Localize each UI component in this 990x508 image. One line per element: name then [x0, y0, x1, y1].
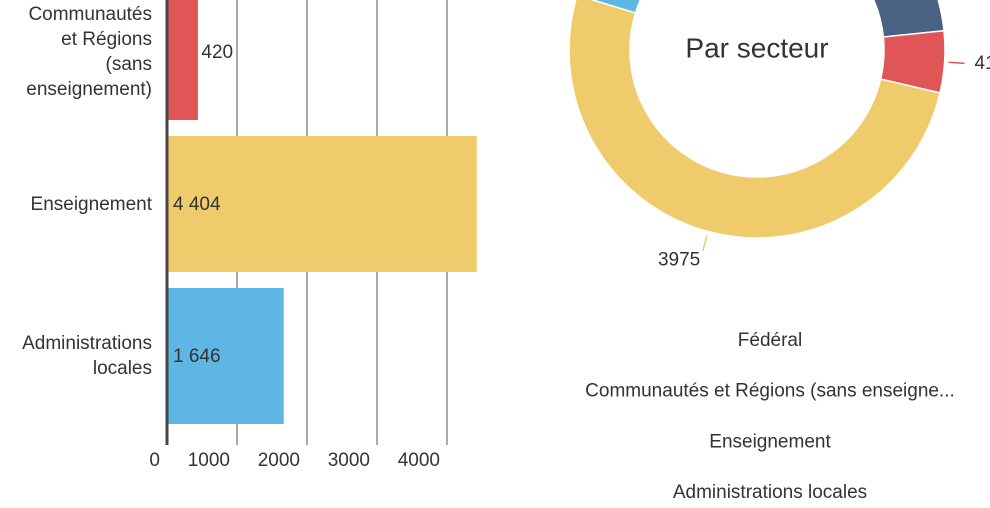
category-label: Communautés et Régions (sans enseignemen… — [26, 4, 152, 100]
donut-slice — [590, 0, 642, 14]
donut-slice — [872, 0, 945, 38]
value-label: 420 — [201, 42, 233, 63]
x-tick-label: 0 — [149, 450, 160, 471]
value-label: 4 404 — [173, 194, 221, 215]
slice-label: 413 — [975, 53, 990, 74]
donut-slice — [568, 0, 941, 239]
leader-line — [948, 61, 965, 65]
legend-label: Administrations locales — [673, 482, 867, 503]
donut-title: Par secteur — [685, 32, 828, 63]
x-tick-label: 3000 — [328, 450, 370, 471]
category-label: Administrations locales — [22, 333, 152, 379]
bar — [168, 0, 198, 120]
x-tick-label: 4000 — [398, 450, 440, 471]
x-tick-label: 1000 — [188, 450, 230, 471]
legend-label: Fédéral — [738, 330, 802, 351]
slice-label: 3975 — [658, 249, 700, 270]
legend-label: Communautés et Régions (sans enseigne... — [585, 381, 955, 402]
category-label: Enseignement — [30, 193, 152, 215]
bar — [168, 288, 284, 424]
legend-label: Enseignement — [709, 431, 831, 452]
bar — [168, 136, 477, 272]
leader-line — [702, 235, 708, 252]
value-label: 1 646 — [173, 346, 221, 367]
x-tick-label: 2000 — [258, 450, 300, 471]
